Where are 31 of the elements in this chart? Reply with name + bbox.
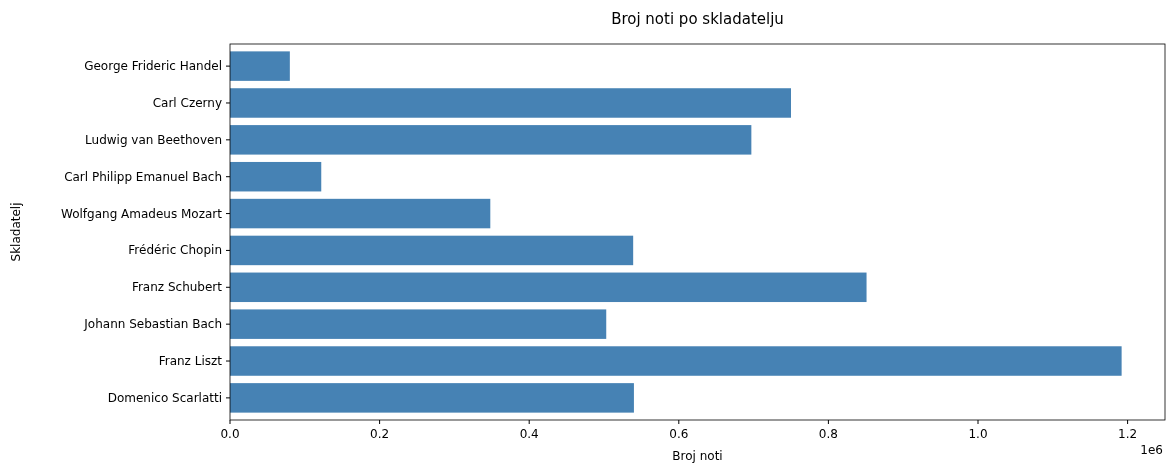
y-tick-label: Carl Philipp Emanuel Bach xyxy=(64,169,222,184)
y-tick-label: Carl Czerny xyxy=(152,95,222,110)
chart-title: Broj noti po skladatelju xyxy=(611,10,784,28)
y-axis-title: Skladatelj xyxy=(9,202,23,262)
y-tick-label: Frédéric Chopin xyxy=(128,243,222,258)
y-tick-label: Franz Liszt xyxy=(158,354,223,369)
y-tick-label: Wolfgang Amadeus Mozart xyxy=(61,206,223,221)
y-tick-label: Domenico Scarlatti xyxy=(107,390,222,405)
y-tick-label: Franz Schubert xyxy=(131,280,223,295)
bar xyxy=(230,51,290,81)
x-tick-label: 0.2 xyxy=(370,427,390,441)
bar xyxy=(230,198,491,229)
x-tick-label: 1.0 xyxy=(968,427,988,441)
x-tick-label: 0.4 xyxy=(519,427,539,441)
bar xyxy=(230,346,1122,376)
bar xyxy=(230,161,322,192)
x-tick-label: 0.0 xyxy=(220,427,240,441)
bar xyxy=(230,125,752,155)
bar xyxy=(230,383,634,413)
bar xyxy=(230,272,867,303)
y-tick-label: George Frideric Handel xyxy=(84,59,222,74)
x-tick-label: 1.2 xyxy=(1118,427,1138,441)
y-tick-label: Ludwig van Beethoven xyxy=(85,132,222,147)
text: 1e6 xyxy=(1140,443,1163,457)
x-tick-label: 0.8 xyxy=(818,427,838,441)
x-axis-title: Broj noti xyxy=(672,449,723,463)
bar xyxy=(230,88,791,118)
x-tick-label: 0.6 xyxy=(669,427,689,441)
bar xyxy=(230,309,607,339)
bar xyxy=(230,235,634,266)
y-tick-label: Johann Sebastian Bach xyxy=(83,317,222,332)
